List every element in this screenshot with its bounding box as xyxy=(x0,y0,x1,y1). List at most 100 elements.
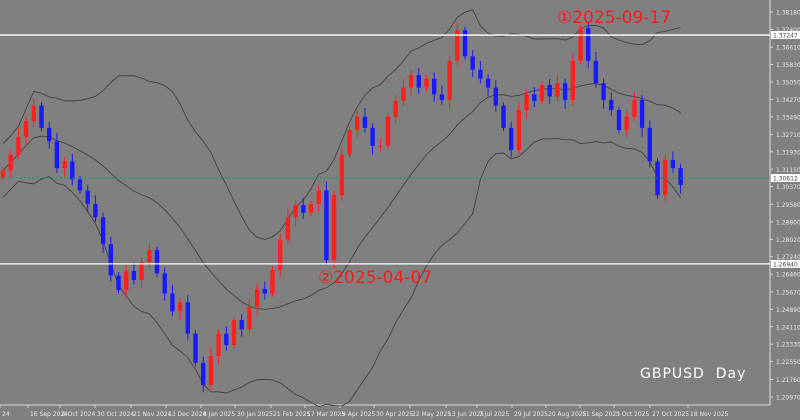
annotation-low: ②2025-04-07 xyxy=(318,268,433,288)
candle-body xyxy=(116,275,121,291)
y-tick-label: 1.26460 xyxy=(776,272,800,279)
candle-body xyxy=(485,78,491,88)
candle-body xyxy=(347,130,352,155)
candle-body xyxy=(324,190,329,261)
y-tick-label: 1.28020 xyxy=(776,237,800,244)
y-tick-label: 1.35050 xyxy=(776,80,800,87)
x-tick-label: 3 Oct 2025 xyxy=(616,411,649,418)
candle-body xyxy=(432,78,437,95)
candle-body xyxy=(401,87,406,102)
annotation-peak: ①2025-09-17 xyxy=(557,8,672,28)
symbol-label: GBPUSD Day xyxy=(640,366,747,382)
hline-price-box xyxy=(771,259,800,268)
candle-body xyxy=(239,320,244,330)
x-tick-label: 17 Mar 2025 xyxy=(307,411,345,418)
y-tick-label: 1.24110 xyxy=(776,324,800,331)
x-tick-label: 30 Jan 2025 xyxy=(237,411,273,418)
candle-body xyxy=(77,179,83,191)
candle-body xyxy=(23,121,29,137)
candle-body xyxy=(562,83,568,100)
hline-price-box xyxy=(771,31,800,40)
candle-body xyxy=(301,205,306,213)
candle-body xyxy=(516,109,522,151)
x-tick-label: 16 Sep 2024 xyxy=(30,411,68,418)
candle-body xyxy=(570,60,575,100)
candle-body xyxy=(185,302,190,334)
y-tick-label: 1.24890 xyxy=(776,307,800,314)
y-tick-label: 1.20970 xyxy=(776,395,800,402)
candle-body xyxy=(108,244,113,276)
candle-body xyxy=(678,168,683,185)
candle-body xyxy=(193,333,198,363)
y-tick-label: 1.32710 xyxy=(776,132,800,139)
candle-body xyxy=(85,190,90,204)
candle-body xyxy=(501,105,506,128)
candle-body xyxy=(270,269,275,294)
candle-body xyxy=(393,101,398,117)
candle-body xyxy=(639,99,645,128)
y-tick-label: 1.36610 xyxy=(776,45,800,52)
x-tick-label: 18 Nov 2025 xyxy=(690,411,729,418)
y-tick-label: 1.38180 xyxy=(776,10,800,17)
candle-body xyxy=(493,87,498,106)
candle-body xyxy=(601,83,606,100)
x-tick-label: 21 Nov 2024 xyxy=(133,411,172,418)
candle-body xyxy=(254,288,260,307)
y-tick-label: 1.29580 xyxy=(776,202,800,209)
candle-body xyxy=(216,333,221,357)
candle-body xyxy=(455,30,460,61)
candle-body xyxy=(139,262,144,281)
x-tick-label: 20 Aug 2025 xyxy=(548,411,587,418)
y-tick-label: 1.22550 xyxy=(776,359,800,366)
candle-body xyxy=(93,203,98,218)
candle-body xyxy=(670,160,676,169)
candle-body xyxy=(509,127,514,151)
candle-body xyxy=(285,217,291,240)
candle-body xyxy=(478,69,483,79)
candle-body xyxy=(278,239,283,270)
x-tick-label: 29 Jul 2025 xyxy=(514,411,548,418)
candle-body xyxy=(362,116,368,128)
candle-body xyxy=(462,30,468,57)
candle-body xyxy=(447,60,452,100)
candle-body xyxy=(331,194,337,261)
candle-body xyxy=(62,161,67,169)
candle-body xyxy=(224,333,229,345)
candle-body xyxy=(547,84,552,97)
candle-body xyxy=(339,154,344,195)
candle-body xyxy=(385,116,391,146)
candle-body xyxy=(124,271,129,291)
candle-body xyxy=(70,161,75,180)
candle-body xyxy=(555,83,560,97)
candle-body xyxy=(147,250,152,263)
candle-body xyxy=(470,56,475,70)
bollinger-upper-band xyxy=(2,9,681,240)
y-tick-label: 1.37400 xyxy=(776,27,800,34)
candle-body xyxy=(16,136,21,155)
x-tick-label: 30 Oct 2024 xyxy=(97,411,134,418)
y-tick-label: 1.21760 xyxy=(776,377,800,384)
candle-body xyxy=(231,320,237,345)
current-price-label: 1.30612 xyxy=(773,175,798,182)
candle-body xyxy=(100,217,106,245)
candle-body xyxy=(624,116,629,131)
candle-body xyxy=(408,75,414,88)
candle-body xyxy=(39,105,44,128)
candle-body xyxy=(170,293,175,312)
candle-body xyxy=(177,302,183,312)
y-tick-label: 1.25670 xyxy=(776,289,800,296)
bollinger-lower-band xyxy=(2,138,681,408)
candle-body xyxy=(532,94,537,102)
x-tick-label: 11 Sep 2025 xyxy=(582,411,620,418)
hline-price-label: 1.37247 xyxy=(773,33,798,40)
candle-body xyxy=(262,288,267,294)
x-tick-label: 13 Dec 2024 xyxy=(168,411,207,418)
candle-body xyxy=(8,154,13,171)
hline-price-label: 1.26940 xyxy=(773,261,798,268)
candle-body xyxy=(355,116,360,131)
candle-body xyxy=(154,250,160,274)
y-tick-label: 1.31150 xyxy=(776,167,800,174)
candle-body xyxy=(647,127,652,162)
candle-body xyxy=(378,145,383,147)
